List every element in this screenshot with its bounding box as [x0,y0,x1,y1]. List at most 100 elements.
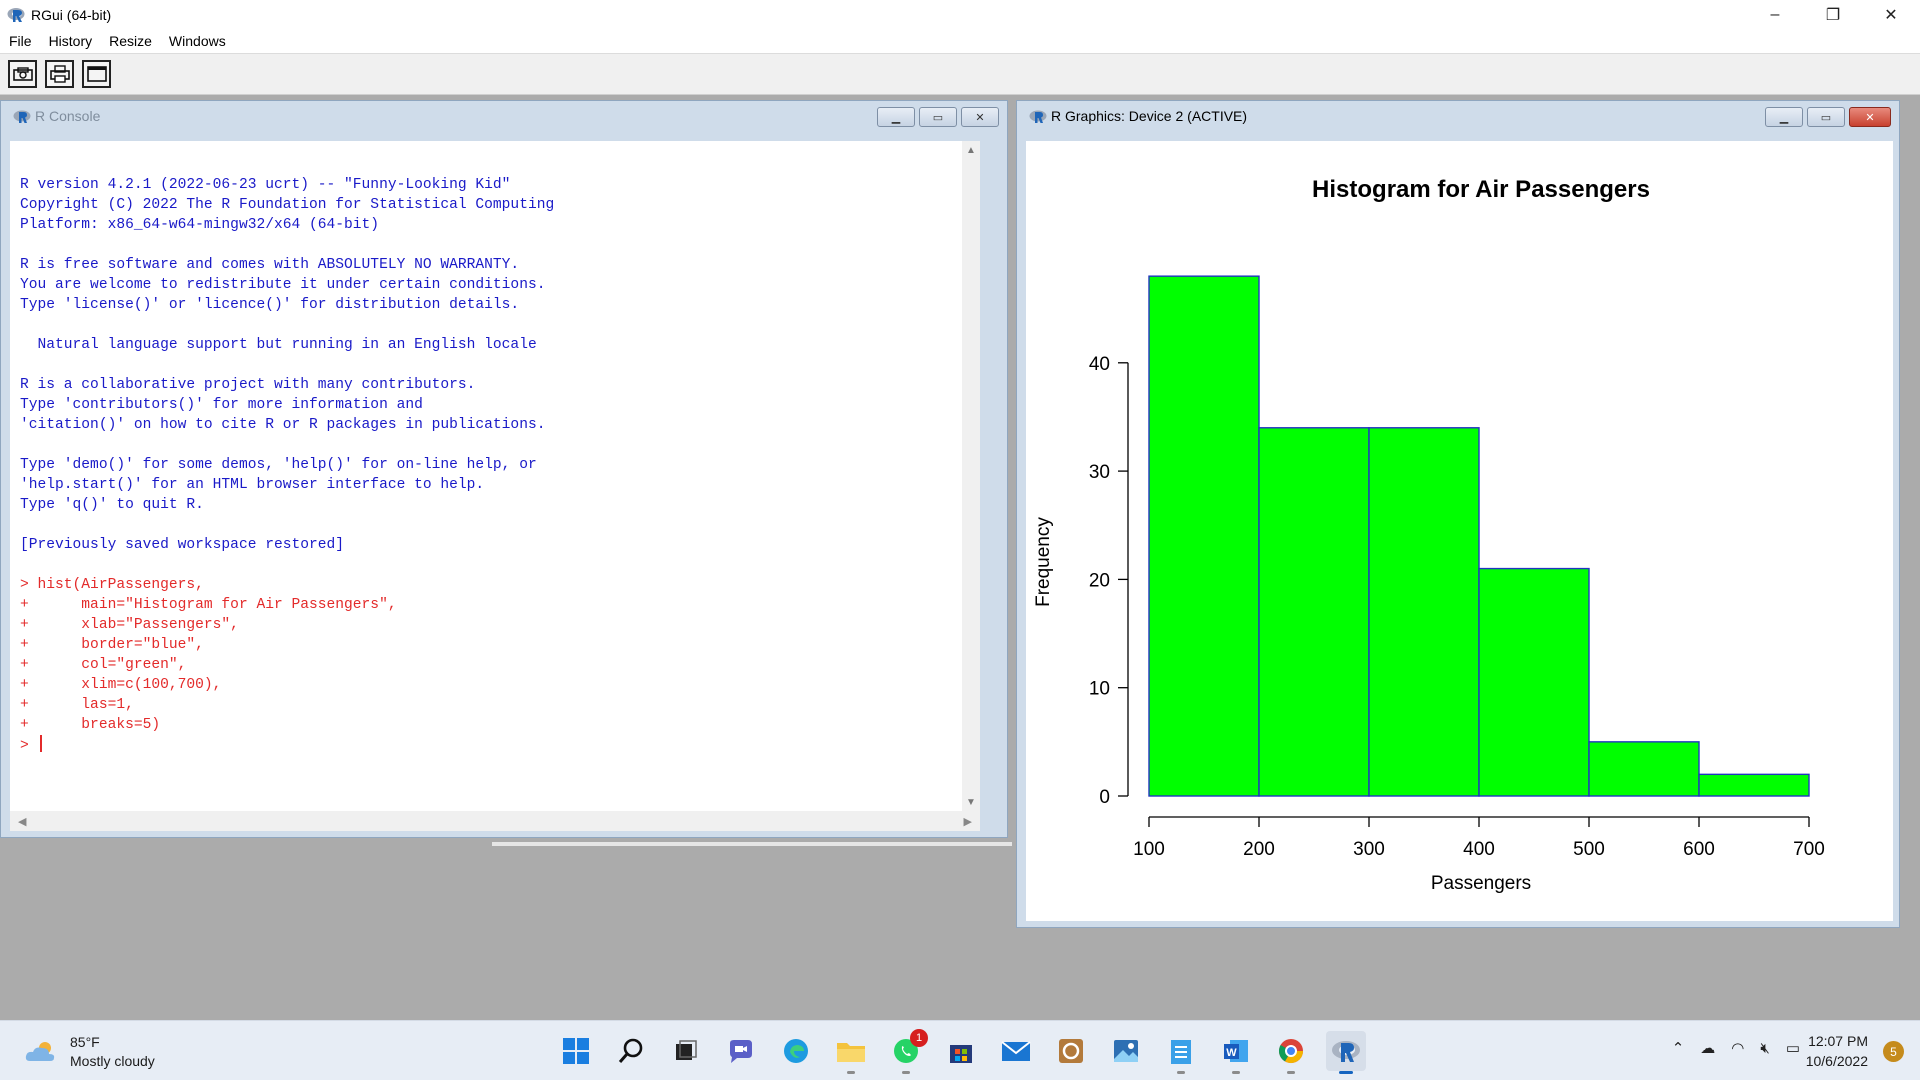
network-error-icon[interactable]: ☁ [1700,1040,1716,1057]
mail-icon [1001,1041,1031,1061]
minimize-button[interactable]: – [1770,5,1780,23]
x-tick-label: 300 [1353,839,1385,860]
file-explorer-button[interactable] [831,1031,871,1074]
wifi-icon[interactable]: ◠ [1731,1040,1745,1057]
x-tick-label: 200 [1243,839,1275,860]
notification-badge[interactable]: 5 [1883,1041,1904,1062]
edge-button[interactable] [776,1031,816,1071]
open-script-button[interactable] [8,60,37,88]
word-button[interactable]: W [1216,1031,1256,1074]
toolbar [0,53,1920,95]
console-command-line: > hist(AirPassengers, [20,577,204,593]
menu-history[interactable]: History [48,33,93,49]
menu-windows[interactable]: Windows [168,33,226,49]
app-button[interactable] [1051,1031,1091,1071]
notepad-button[interactable] [1161,1031,1201,1074]
plot-area: Histogram for Air Passengers Passengers … [1026,141,1893,921]
graphics-close-button[interactable]: ✕ [1849,107,1891,127]
x-tick-label: 600 [1683,839,1715,860]
start-button[interactable] [556,1031,596,1071]
scroll-right-icon[interactable]: ▶ [963,815,972,828]
task-view-button[interactable] [666,1031,706,1071]
console-output-area[interactable]: R version 4.2.1 (2022-06-23 ucrt) -- "Fu… [10,141,980,811]
r-gui-icon [1332,1041,1360,1062]
running-indicator [902,1071,910,1074]
x-tick-label: 700 [1793,839,1825,860]
console-prompt: > [20,738,38,754]
y-tick-label: 10 [1089,679,1110,700]
windows-start-icon [563,1038,589,1064]
histogram-bar [1368,427,1480,797]
console-output-line [20,235,554,255]
cloud-icon [25,1042,55,1061]
app-titlebar: RGui (64-bit) – ❐ ✕ [0,0,1920,29]
console-text: R version 4.2.1 (2022-06-23 ucrt) -- "Fu… [20,175,554,755]
whatsapp-button[interactable]: 1 [886,1029,928,1074]
restore-button[interactable]: ❐ [1825,6,1841,24]
console-maximize-button[interactable]: ▭ [919,107,957,127]
chrome-button[interactable] [1271,1031,1311,1074]
print-icon [49,65,70,83]
weather-widget[interactable]: 85°F Mostly cloudy [24,1033,155,1071]
graphics-maximize-button[interactable]: ▭ [1807,107,1845,127]
console-output-line [20,555,554,575]
menu-bar: File History Resize Windows [0,29,1920,53]
volume-muted-icon[interactable]: 🔇︎ [1760,1039,1770,1057]
console-minimize-button[interactable]: ▁ [877,107,915,127]
r-logo-icon [13,110,31,123]
chat-button[interactable] [721,1031,761,1071]
window-button[interactable] [82,60,111,88]
scroll-up-icon[interactable]: ▲ [966,144,976,156]
app-icon [1059,1039,1083,1063]
console-output-line: R is a collaborative project with many c… [20,377,476,393]
window-title: RGui (64-bit) [31,6,112,23]
svg-text:W: W [1226,1047,1237,1059]
r-gui-button[interactable] [1326,1031,1366,1074]
whatsapp-badge: 1 [910,1029,928,1047]
console-output-line: Type 'q()' to quit R. [20,497,204,513]
chevron-up-icon[interactable]: ⌃ [1671,1040,1685,1057]
graphics-minimize-button[interactable]: ▁ [1765,107,1803,127]
y-tick-label: 40 [1089,354,1110,375]
console-output-line: 'help.start()' for an HTML browser inter… [20,477,485,493]
console-output-line: Type 'license()' or 'licence()' for dist… [20,297,520,313]
scroll-left-icon[interactable]: ◀ [18,815,27,828]
console-vertical-scrollbar[interactable]: ▲ ▼ [962,141,980,811]
clock-time: 12:07 PM [1808,1033,1868,1049]
print-button[interactable] [45,60,74,88]
console-output-line: R version 4.2.1 (2022-06-23 ucrt) -- "Fu… [20,177,511,193]
menu-resize[interactable]: Resize [109,33,152,49]
console-horizontal-scrollbar[interactable]: ◀ ▶ [10,811,980,831]
text-cursor [39,735,42,752]
chrome-icon [1278,1039,1303,1064]
x-axis-label: Passengers [1431,873,1531,894]
mail-button[interactable] [996,1031,1036,1071]
x-tick-label: 100 [1133,839,1165,860]
console-window-controls: ▁ ▭ ✕ [877,107,999,127]
y-tick-label: 30 [1089,462,1110,483]
window-icon [86,66,107,82]
clock[interactable]: 12:07 PM 10/6/2022 [1806,1031,1868,1071]
inactive-window-edge [492,842,1012,846]
console-output-line [20,355,554,375]
search-button[interactable] [611,1031,651,1071]
console-output-line: 'citation()' on how to cite R or R packa… [20,417,546,433]
graphics-titlebar: R Graphics: Device 2 (ACTIVE) [1017,101,1899,131]
console-close-button[interactable]: ✕ [961,107,999,127]
menu-file[interactable]: File [9,33,32,49]
console-output-line: Type 'demo()' for some demos, 'help()' f… [20,457,537,473]
running-indicator [1177,1071,1185,1074]
console-command-line: + border="blue", [20,637,204,653]
word-icon: W [1224,1040,1248,1062]
close-button[interactable]: ✕ [1884,6,1898,24]
battery-icon[interactable]: ▭ [1785,1040,1800,1057]
task-view-icon [676,1040,697,1060]
console-prompt-line[interactable]: > [20,735,554,755]
store-button[interactable] [941,1031,981,1071]
scroll-down-icon[interactable]: ▼ [966,796,976,808]
console-output-line [20,435,554,455]
console-output-line: [Previously saved workspace restored] [20,537,345,553]
console-output-line: Natural language support but running in … [20,337,537,353]
photos-button[interactable] [1106,1031,1146,1071]
graphics-window-controls: ▁ ▭ ✕ [1765,107,1891,127]
